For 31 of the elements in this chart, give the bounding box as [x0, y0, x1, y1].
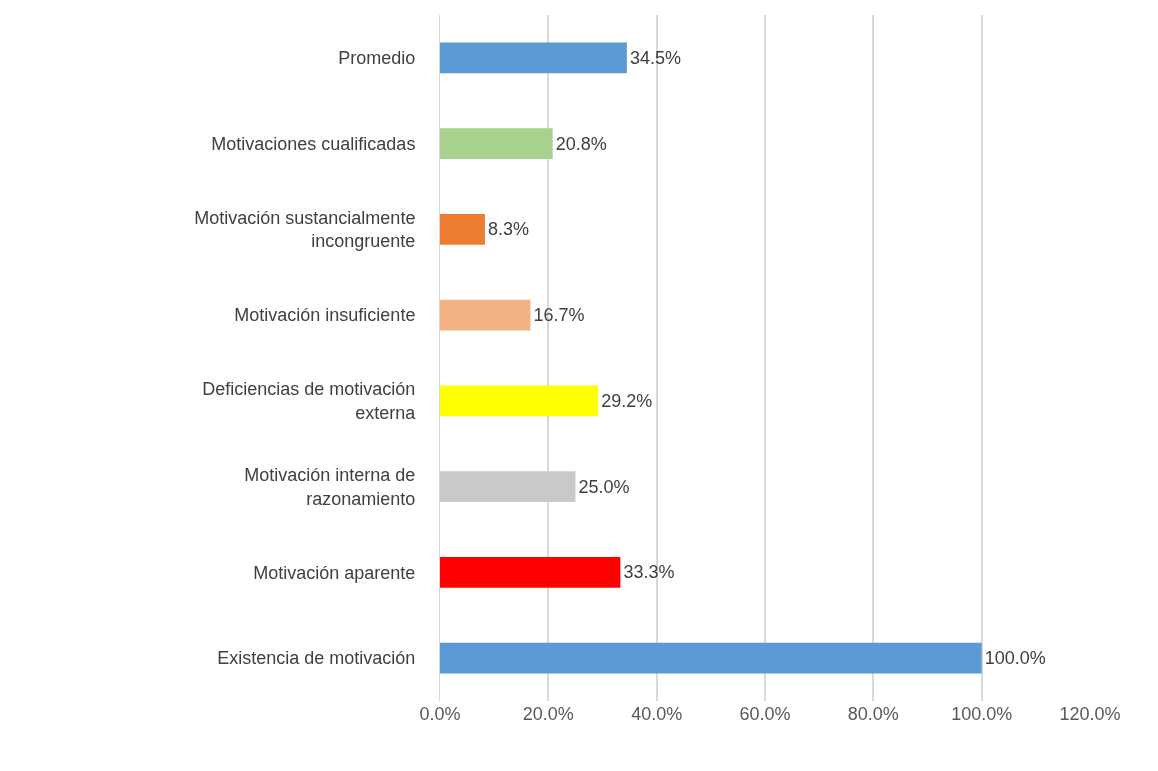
data-label: 16.7% — [533, 305, 585, 326]
bar — [440, 471, 576, 503]
bar — [440, 642, 982, 674]
data-label: 33.3% — [623, 562, 675, 583]
x-tick-label: 0.0% — [419, 704, 461, 724]
y-tick-label: Motivaciones cualificadas — [211, 133, 416, 154]
y-tick-label: Motivación insuficiente — [234, 305, 416, 326]
bar — [440, 42, 627, 74]
data-label: 100.0% — [984, 648, 1046, 669]
y-tick-label: Deficiencias de motivación externa — [202, 379, 417, 423]
bar — [440, 385, 599, 417]
data-label: 8.3% — [487, 219, 529, 240]
y-tick-label: Motivación sustancialmente incongruente — [194, 207, 416, 252]
bar — [440, 299, 531, 331]
x-tick-label: 20.0% — [522, 704, 574, 724]
data-label: 20.8% — [555, 133, 607, 154]
data-label: 25.0% — [578, 476, 630, 497]
data-label: 29.2% — [601, 390, 653, 411]
bar — [440, 213, 485, 245]
data-label: 34.5% — [629, 47, 681, 68]
y-tick-label: Promedio — [338, 48, 416, 69]
y-tick-label: Existencia de motivación — [217, 648, 416, 669]
y-tick-label: Motivación aparente — [253, 562, 416, 583]
x-tick-label: 60.0% — [739, 704, 791, 724]
x-tick-label: 100.0% — [951, 704, 1013, 724]
x-tick-label: 40.0% — [631, 704, 683, 724]
bar — [440, 556, 621, 588]
y-tick-label: Motivación interna de razonamiento — [244, 465, 416, 509]
x-tick-label: 80.0% — [847, 704, 899, 724]
x-tick-label: 120.0% — [1059, 704, 1121, 724]
bar — [440, 128, 553, 160]
